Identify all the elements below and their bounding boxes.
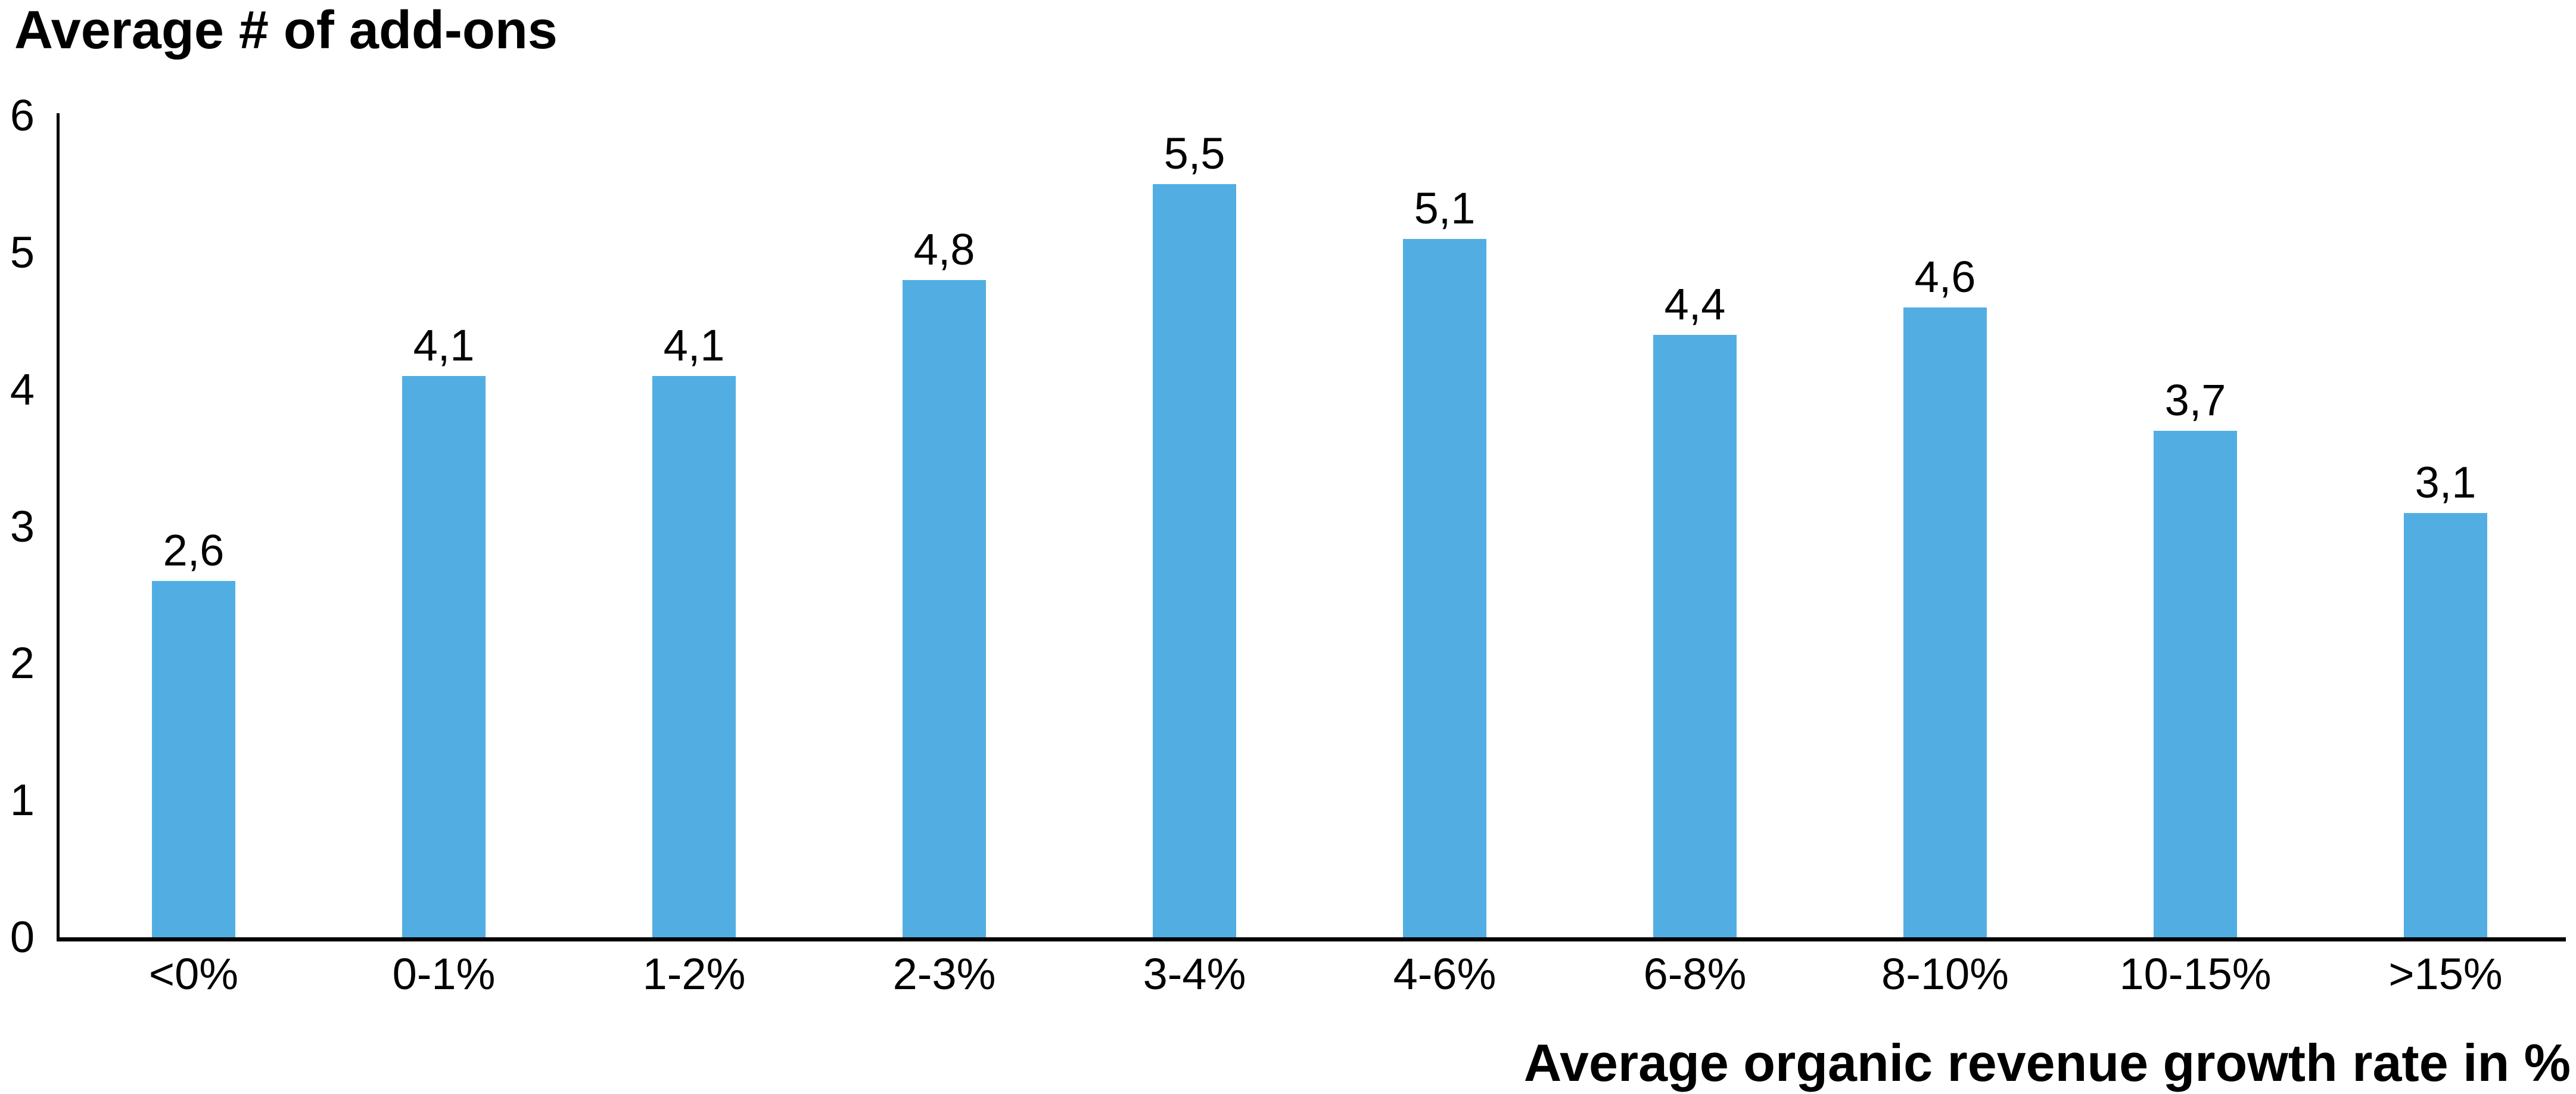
bar-value-label: 4,4 bbox=[1664, 279, 1726, 329]
bar-value-label: 4,1 bbox=[663, 320, 725, 370]
bar bbox=[1153, 184, 1236, 937]
bar bbox=[1903, 307, 1987, 937]
bar bbox=[152, 581, 235, 937]
chart-title: Average # of add-ons bbox=[14, 1, 558, 60]
bar-value-label: 4,8 bbox=[913, 224, 975, 274]
x-category-label: 3-4% bbox=[1143, 949, 1246, 999]
bar bbox=[402, 375, 486, 937]
bar-value-label: 4,6 bbox=[1914, 251, 1976, 302]
y-tick-label: 2 bbox=[10, 638, 35, 688]
bar bbox=[1653, 334, 1737, 937]
x-category-label: >15% bbox=[2388, 949, 2503, 999]
bar-value-label: 4,1 bbox=[413, 320, 475, 370]
bar bbox=[652, 375, 736, 937]
bar-value-label: 2,6 bbox=[163, 526, 225, 576]
y-tick-label: 5 bbox=[10, 227, 35, 277]
bar bbox=[903, 279, 986, 937]
x-category-label: 2-3% bbox=[892, 949, 996, 999]
x-axis-title: Average organic revenue growth rate in % bbox=[1523, 1033, 2571, 1092]
y-tick-label: 0 bbox=[10, 912, 35, 962]
y-tick-label: 6 bbox=[10, 91, 35, 140]
y-tick-label: 1 bbox=[10, 775, 35, 825]
bar bbox=[2404, 512, 2487, 937]
bar-value-label: 3,7 bbox=[2164, 375, 2226, 425]
bar bbox=[1403, 238, 1486, 937]
x-category-label: 10-15% bbox=[2119, 949, 2272, 999]
y-tick-label: 3 bbox=[10, 501, 35, 551]
x-axis-line bbox=[57, 937, 2566, 941]
x-category-label: 8-10% bbox=[1881, 949, 2009, 999]
x-category-label: 4-6% bbox=[1393, 949, 1497, 999]
bar-value-label: 3,1 bbox=[2415, 457, 2477, 507]
x-category-label: <0% bbox=[148, 949, 239, 999]
bar-value-label: 5,5 bbox=[1163, 128, 1225, 178]
x-category-label: 0-1% bbox=[392, 949, 496, 999]
x-category-label: 6-8% bbox=[1643, 949, 1747, 999]
bar bbox=[2154, 430, 2237, 937]
y-axis-line bbox=[57, 113, 60, 941]
y-tick-label: 4 bbox=[10, 364, 35, 414]
x-category-label: 1-2% bbox=[642, 949, 746, 999]
bar-value-label: 5,1 bbox=[1414, 183, 1476, 233]
